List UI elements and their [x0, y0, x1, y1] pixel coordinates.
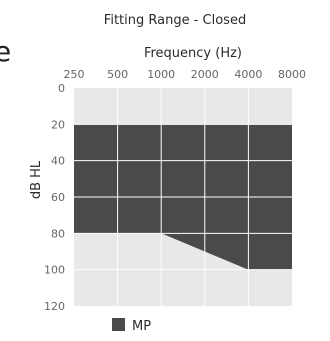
y-axis-label: dB HL — [29, 160, 44, 199]
legend-swatch-mp — [112, 318, 125, 331]
y-tick-labels: 0 20 40 60 80 100 120 — [44, 82, 65, 313]
x-tick-label: 250 — [64, 68, 85, 81]
x-axis-label: Frequency (Hz) — [144, 46, 242, 61]
clipped-text: e — [0, 35, 12, 68]
y-tick-label: 60 — [51, 191, 65, 204]
chart-title: Fitting Range - Closed — [104, 13, 246, 28]
legend-label-mp: MP — [132, 319, 151, 334]
y-tick-label: 80 — [51, 227, 65, 240]
x-tick-label: 8000 — [278, 68, 306, 81]
x-tick-label: 500 — [107, 68, 128, 81]
y-tick-label: 100 — [44, 264, 65, 277]
y-tick-label: 0 — [58, 82, 65, 95]
x-tick-label: 2000 — [191, 68, 219, 81]
y-tick-label: 20 — [51, 118, 65, 131]
x-tick-labels: 250 500 1000 2000 4000 8000 — [64, 68, 307, 81]
y-tick-label: 120 — [44, 300, 65, 313]
y-tick-label: 40 — [51, 155, 65, 168]
x-tick-label: 1000 — [147, 68, 175, 81]
x-tick-label: 4000 — [234, 68, 262, 81]
y-grid — [74, 123, 292, 271]
